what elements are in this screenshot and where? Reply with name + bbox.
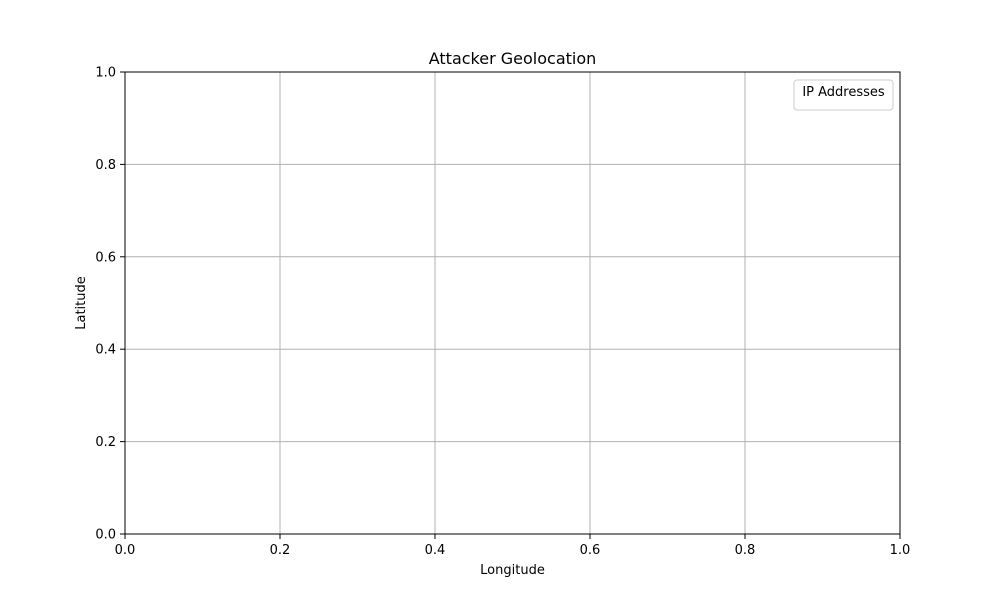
y-tick-label: 0.6 [95,250,116,265]
legend-box [793,79,894,111]
x-tick-label: 1.0 [890,543,911,558]
plot-background [125,72,900,534]
x-tick-label: 0.0 [115,543,136,558]
y-tick-label: 0.8 [95,158,116,173]
legend-title: IP Addresses [802,85,885,100]
plot-area [124,71,901,535]
x-tick-label: 0.4 [425,543,446,558]
y-tick-label: 0.0 [95,528,116,543]
y-tick-label: 0.2 [95,435,116,450]
y-axis-label: Latitude [74,276,89,330]
y-tick-label: 0.4 [95,343,116,358]
legend: IP Addresses [793,79,894,111]
chart-title: Attacker Geolocation [429,49,597,68]
x-axis: 0.0 0.2 0.4 0.6 0.8 1.0 [115,534,911,558]
x-tick-label: 0.8 [735,543,756,558]
plot-frame [124,71,901,535]
x-tick-label: 0.2 [270,543,291,558]
y-tick-label: 1.0 [95,66,116,81]
x-tick-label: 0.6 [580,543,601,558]
y-axis: 0.0 0.2 0.4 0.6 0.8 1.0 [95,66,125,543]
x-axis-label: Longitude [480,563,545,578]
